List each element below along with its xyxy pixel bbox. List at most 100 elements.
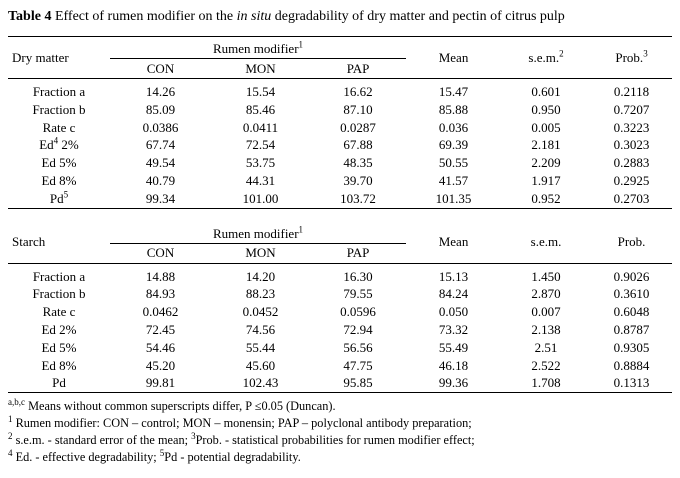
footnote-ref: 5 <box>63 189 69 200</box>
title-italic-in-situ: in situ <box>236 9 272 24</box>
col-header-con: CON <box>110 58 211 79</box>
cell-value: 0.9026 <box>613 268 650 284</box>
cell-value: 67.74 <box>145 137 176 153</box>
cell-value: 0.9305 <box>613 339 650 355</box>
cell-value: 74.56 <box>245 321 276 337</box>
footnote-text: s.e.m. - standard error of the mean; <box>12 433 192 448</box>
header-row-treatments: CON MON PAP <box>8 58 672 79</box>
cell-value: 39.70 <box>343 172 373 188</box>
group-header-label: Rumen modifier <box>212 41 299 56</box>
col-header-mon: MON <box>211 58 310 79</box>
cell-value: 2.209 <box>531 155 561 171</box>
row-label-text: Rate c <box>42 304 76 320</box>
table-row: Fraction a 14.88 14.20 16.30 15.13 1.450 0.902… <box>8 263 672 285</box>
cell-value: 103.72 <box>340 190 376 206</box>
footnote-superscripts: a,b,c Means without common superscripts … <box>8 398 672 415</box>
cell-value: 0.3023 <box>613 137 650 153</box>
cell-value: 0.005 <box>531 119 561 135</box>
header-row-treatments: CON MON PAP <box>8 243 672 264</box>
cell-value: 0.1313 <box>613 375 650 391</box>
cell-value: 85.09 <box>145 101 176 117</box>
cell-value: 0.0452 <box>242 304 279 320</box>
footnote-rumen-modifier: 1 Rumen modifier: CON – control; MON – m… <box>8 415 672 432</box>
row-label-text: Fraction a <box>32 268 86 284</box>
table-row: Fraction b 85.09 85.46 87.10 85.88 0.950 0.720… <box>8 101 672 119</box>
sem-label: s.e.m. <box>528 49 560 65</box>
cell-value: 44.31 <box>245 172 276 188</box>
cell-value: 14.26 <box>145 84 176 99</box>
table-row: Rate c 0.0386 0.0411 0.0287 0.036 0.005 0.3223 <box>8 119 672 137</box>
cell-value: 48.35 <box>343 155 373 171</box>
cell-value: 0.950 <box>531 101 561 117</box>
table-row: Ed 2% 72.45 74.56 72.94 73.32 2.138 0.8787 <box>8 321 672 339</box>
cell-value: 15.47 <box>438 84 469 99</box>
cell-value: 72.54 <box>245 137 276 153</box>
header-row-group: Starch Rumen modifier1 Mean s.e.m. Prob. <box>8 208 673 264</box>
cell-value: 2.870 <box>531 286 561 302</box>
cell-value: 84.24 <box>438 286 469 302</box>
footnote-text: Prob. - statistical probabilities for ru… <box>195 433 475 448</box>
cell-value: 0.0386 <box>142 119 179 135</box>
sem-header: s.e.m.2 <box>501 36 592 79</box>
cell-value: 16.30 <box>343 268 373 284</box>
mean-header: Mean <box>406 36 502 79</box>
cell-value: 0.2925 <box>613 172 650 188</box>
starch-table: Starch Rumen modifier1 Mean s.e.m. Prob.… <box>8 208 673 394</box>
footnote-marker: 5 <box>159 448 165 459</box>
row-label-text: Ed <box>39 137 54 153</box>
row-label-text: Ed 5% <box>41 339 77 355</box>
cell-value: 55.44 <box>245 339 276 355</box>
cell-value: 54.46 <box>145 339 176 355</box>
table-row: Rate c 0.0462 0.0452 0.0596 0.050 0.007 0.6048 <box>8 303 672 321</box>
cell-value: 2.181 <box>531 137 561 153</box>
footnotes: a,b,c Means without common superscripts … <box>8 398 672 466</box>
col-header-pap: PAP <box>310 243 407 264</box>
cell-value: 41.57 <box>438 172 469 188</box>
table-number: Table 4 <box>8 9 52 24</box>
table-row: Ed4 2% 67.74 72.54 67.88 69.39 2.181 0.3023 <box>8 136 672 154</box>
cell-value: 72.94 <box>343 321 373 337</box>
cell-value: 79.55 <box>343 286 373 302</box>
row-label-text: Pd <box>52 375 66 391</box>
cell-value: 46.18 <box>438 357 469 373</box>
cell-value: 102.43 <box>242 375 279 391</box>
col-header-pap: PAP <box>310 58 407 79</box>
cell-value: 101.00 <box>242 190 279 206</box>
row-label-text: Ed 8% <box>41 357 77 373</box>
table-title: Table 4 Effect of rumen modifier on the … <box>8 7 672 26</box>
cell-value: 2.138 <box>531 321 561 337</box>
col-header-mon: MON <box>211 243 310 264</box>
row-label-text: Ed 2% <box>41 321 77 337</box>
group-header-rumen-modifier: Rumen modifier1 <box>110 208 407 244</box>
footnote-marker: 1 <box>8 414 13 425</box>
cell-value: 0.8884 <box>613 357 650 373</box>
table-row: Ed 8% 45.20 45.60 47.75 46.18 2.522 0.8884 <box>8 357 672 375</box>
footnote-ref-1: 1 <box>298 39 304 50</box>
row-label: Ed4 2% <box>8 136 110 154</box>
cell-value: 0.0596 <box>340 304 376 320</box>
table-row: Ed 5% 54.46 55.44 56.56 55.49 2.51 0.9305 <box>8 339 672 357</box>
cell-value: 15.13 <box>438 268 469 284</box>
row-label: Rate c <box>8 119 110 137</box>
dry-matter-body: Fraction a 14.26 15.54 16.62 15.47 0.601 0.211… <box>8 79 672 209</box>
footnote-ref-1: 1 <box>298 224 304 235</box>
footnote-marker: 3 <box>191 431 196 442</box>
row-label-text: Fraction b <box>32 101 86 117</box>
cell-value: 2.522 <box>531 357 561 373</box>
cell-value: 47.75 <box>343 357 373 373</box>
cell-value: 2.51 <box>534 339 558 355</box>
footnote-ed-pd: 4 Ed. - effective degradability; 5Pd - p… <box>8 449 672 466</box>
prob-label: Prob. <box>617 234 646 250</box>
footnote-text: Ed. - effective degradability; <box>12 450 160 465</box>
header-row-group: Dry matter Rumen modifier1 Mean s.e.m.2 … <box>8 36 673 79</box>
cell-value: 1.708 <box>531 375 561 391</box>
footnote-ref-2: 2 <box>559 48 564 59</box>
cell-value: 45.60 <box>245 357 276 373</box>
cell-value: 16.62 <box>343 84 373 99</box>
group-header-label: Rumen modifier <box>212 225 299 241</box>
table-row: Fraction a 14.26 15.54 16.62 15.47 0.601 0.211… <box>8 79 672 101</box>
sem-label: s.e.m. <box>530 234 562 250</box>
row-label: Ed 8% <box>8 357 110 375</box>
row-label-text: Fraction a <box>32 84 86 99</box>
cell-value: 73.32 <box>438 321 469 337</box>
